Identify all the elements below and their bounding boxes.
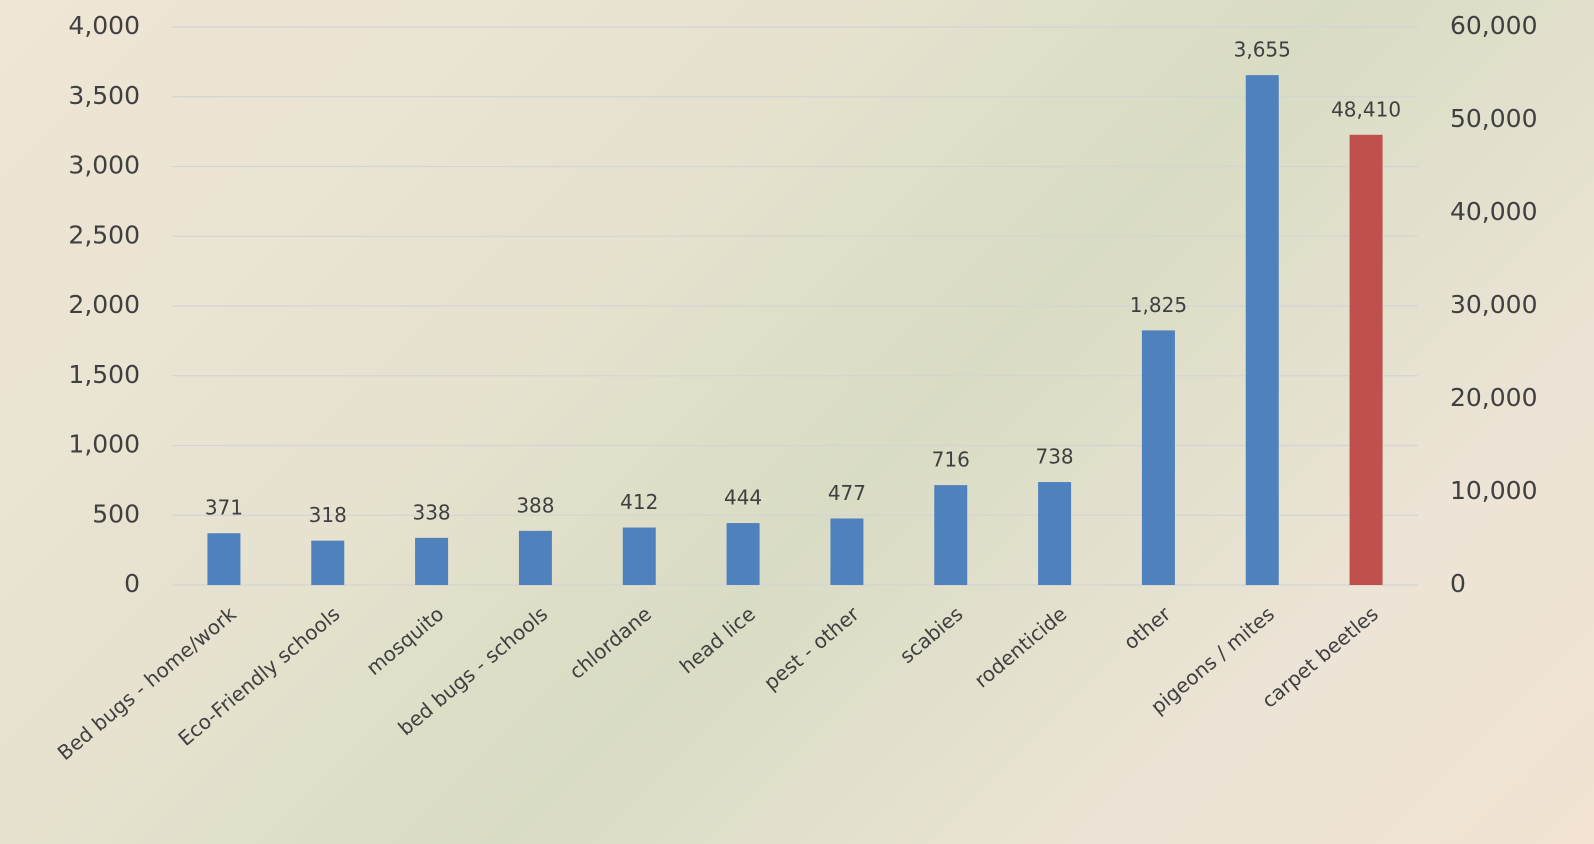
y2-tick-label: 30,000 <box>1450 290 1537 319</box>
bar <box>415 537 449 585</box>
bar <box>1038 482 1072 585</box>
y2-tick-label: 20,000 <box>1450 383 1537 412</box>
x-tick-label: Bed bugs - home/work <box>53 601 241 764</box>
bar <box>1141 330 1175 585</box>
value-label: 1,825 <box>1130 293 1187 317</box>
bar <box>207 533 241 585</box>
bar <box>830 518 864 585</box>
y2-tick-label: 60,000 <box>1450 11 1537 40</box>
value-label: 48,410 <box>1331 97 1401 121</box>
value-label: 716 <box>932 448 970 472</box>
x-tick-label: chlordane <box>565 602 656 684</box>
x-tick-label: rodenticide <box>970 602 1072 693</box>
value-label: 388 <box>516 493 554 517</box>
x-tick-label: other <box>1119 601 1176 654</box>
y-tick-label: 1,500 <box>68 360 140 389</box>
x-tick-label: mosquito <box>362 602 449 680</box>
bar <box>726 523 760 585</box>
value-label: 318 <box>309 503 347 527</box>
y-tick-label: 4,000 <box>68 11 140 40</box>
x-tick-label: pest - other <box>759 601 864 695</box>
bar <box>1245 75 1279 585</box>
bar <box>311 540 345 585</box>
y-tick-label: 500 <box>92 499 140 528</box>
y-tick-label: 2,000 <box>68 290 140 319</box>
bar <box>1349 134 1383 586</box>
y-tick-label: 1,000 <box>68 430 140 459</box>
value-label: 412 <box>620 490 658 514</box>
value-label: 738 <box>1035 445 1073 469</box>
value-label: 3,655 <box>1234 38 1291 62</box>
y2-tick-label: 10,000 <box>1450 476 1537 505</box>
y2-tick-label: 50,000 <box>1450 104 1537 133</box>
y-tick-label: 0 <box>124 569 140 598</box>
y-tick-label: 3,500 <box>68 81 140 110</box>
value-label: 338 <box>412 500 450 524</box>
y-tick-label: 3,000 <box>68 151 140 180</box>
y-tick-label: 2,500 <box>68 220 140 249</box>
value-label: 371 <box>205 496 243 520</box>
bar <box>518 530 552 585</box>
bar <box>934 485 968 585</box>
x-tick-label: scabies <box>895 602 968 668</box>
x-tick-label: head lice <box>675 602 760 679</box>
y2-tick-label: 0 <box>1450 569 1466 598</box>
y2-tick-label: 40,000 <box>1450 197 1537 226</box>
value-label: 444 <box>724 486 762 510</box>
value-label: 477 <box>828 481 866 505</box>
bar <box>622 527 656 585</box>
